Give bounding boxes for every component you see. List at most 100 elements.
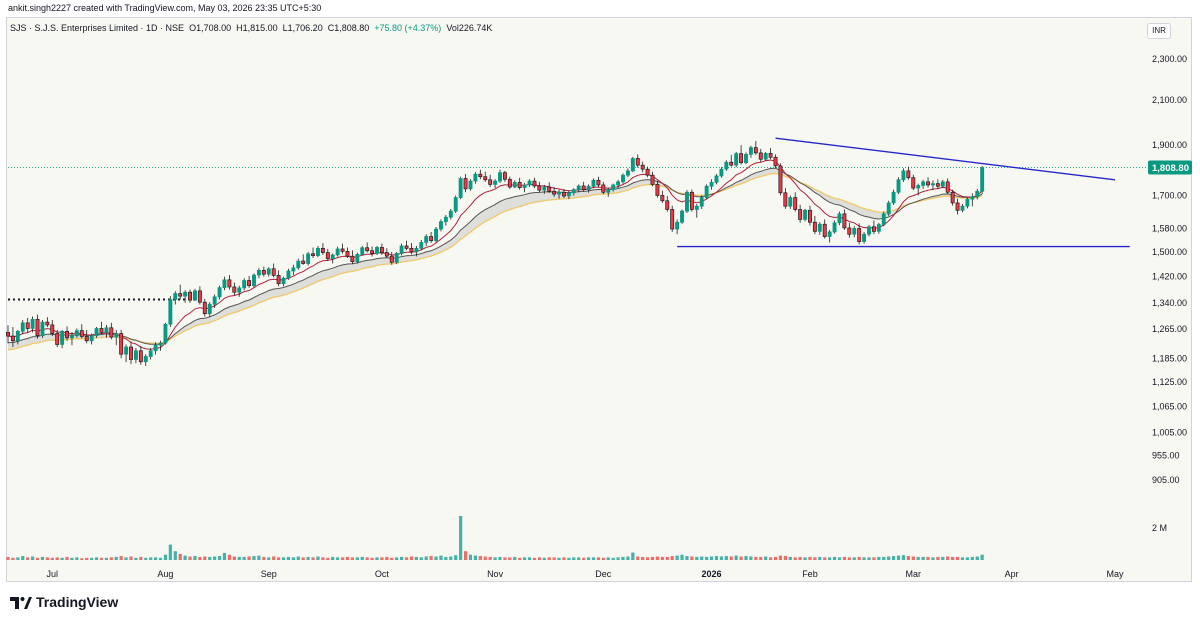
last-price-label: 1,808.80 [1152,163,1189,174]
volume-bar [975,556,979,560]
candle-body-fill [60,331,64,345]
candle-body-fill [542,187,546,191]
candle-body-fill [523,184,527,188]
volume-bar [646,557,650,560]
ema-slow-line [7,172,983,351]
candle-body [773,156,778,167]
candle-body-fill [960,206,965,211]
candle-body-fill [621,175,625,182]
volume-bar [252,556,256,560]
price-tick-label: 1,700.00 [1152,190,1187,200]
candle-body [926,181,930,186]
candle-body-fill [94,328,99,336]
candle-body [950,191,955,204]
candle-body [389,255,394,263]
volume-bar [262,556,266,560]
candle-body-fill [316,248,320,256]
volume-bar [892,556,896,560]
legend-symbol[interactable]: SJS · S.J.S. Enterprises Limited · 1D · … [10,23,185,33]
candle-body-fill [631,158,635,171]
candle-body [871,226,876,232]
candle-body-fill [714,175,719,183]
volume-bar [188,556,192,560]
candle-body [793,197,798,210]
volume-bar [6,556,10,560]
price-tick-label: 1,125.00 [1152,377,1187,387]
candle-body [911,177,916,189]
candle-body-fill [468,181,473,189]
volume-bar [434,556,438,560]
price-tick-label: 1,420.00 [1152,272,1187,282]
volume-bar [247,556,251,560]
price-axis: 2,300.00 2,100.00 1,900.00 1,700.00 1,580.00… [1148,54,1192,533]
brand-name: TradingView [36,594,119,610]
candle-body-fill [606,189,610,193]
candle-body [532,180,537,187]
volume-bar [419,557,423,560]
candle-body [50,324,55,334]
candle-body-fill [454,197,458,212]
volume-bar [375,557,379,560]
candle-body [660,195,665,202]
candle-body-fill [828,231,832,237]
candle-body [197,290,202,303]
candle-body-fill [267,268,271,275]
candle-body-fill [291,267,295,271]
price-tick-label: 1,065.00 [1152,402,1187,412]
volume-bar [547,557,551,560]
legend-low: L1,706.20 [282,23,323,33]
volume-bar [921,556,925,560]
candle-body-fill [395,253,399,263]
candle-body-fill [591,180,596,187]
volume-bar [414,556,418,560]
candle-body-fill [459,178,463,198]
candle-body-fill [217,287,222,297]
time-tick-label: Nov [487,569,504,579]
time-tick-label: Sep [261,569,277,579]
volume-bar [503,557,507,560]
currency-button[interactable]: INR [1147,23,1171,39]
candle-body-fill [183,292,187,297]
candle-body-fill [90,335,94,341]
volume-bar [439,555,443,560]
tradingview-brand[interactable]: TradingView [10,594,118,610]
volume-bar [385,556,389,560]
candle-body-fill [213,296,217,305]
volume-bar [365,557,369,560]
candle-body [79,330,84,337]
candle-body [645,168,650,176]
price-pane [6,137,1150,367]
candle-body-fill [434,229,438,241]
volume-bar [773,556,778,560]
volume-bar [404,557,409,560]
candle-body [84,336,89,342]
volume-bar [144,557,148,560]
candle-body-fill [286,270,291,279]
candle-body [581,185,586,190]
candle-body-fill [252,275,256,286]
candle-body-fill [158,342,163,346]
volume-bar [35,557,40,560]
candle-body [812,221,817,232]
candle-body-fill [586,186,591,190]
volume-bar [139,556,143,560]
candle-body-fill [975,191,979,197]
volume-bar [660,556,664,560]
volume-bar [877,556,881,560]
volume-bar [641,556,645,560]
candle-body [463,178,468,190]
volume-bar [631,552,635,560]
ema-mid-line [7,167,983,345]
volume-bar [837,557,842,560]
candle-body [847,227,852,235]
volume-bar [444,556,448,560]
volume-bar [227,554,231,560]
chart-frame[interactable] [6,17,1192,582]
volume-bar [857,556,861,560]
candle-body-fill [882,213,886,225]
volume-bar [149,557,153,560]
volume-bar [217,556,222,560]
volume-bar [941,556,945,560]
volume-bar [119,556,123,560]
